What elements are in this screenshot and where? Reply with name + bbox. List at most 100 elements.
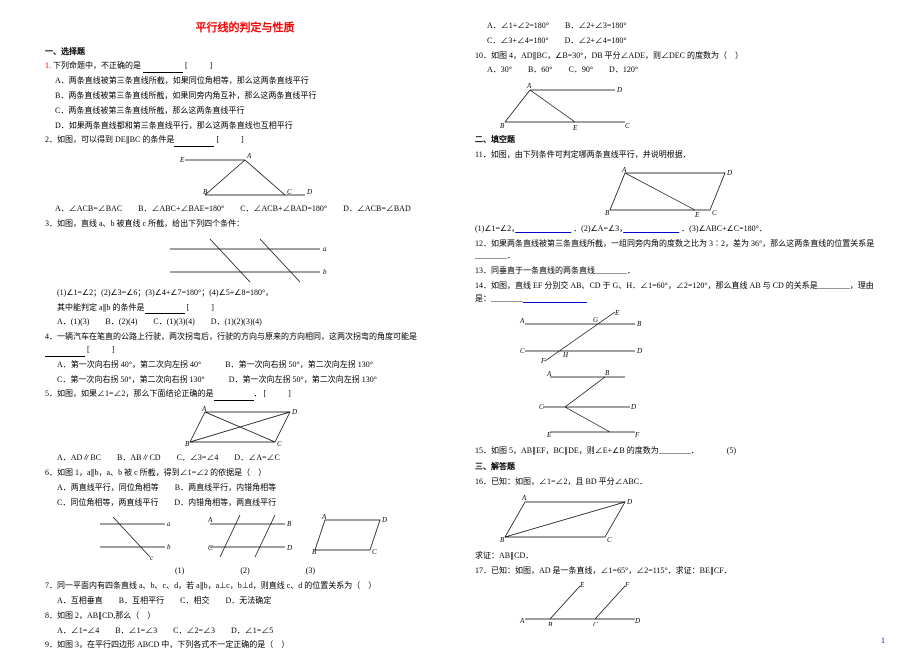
svg-text:F: F — [540, 357, 546, 364]
q15: 15．如图 5，AB∥EF，BC∥DE，则∠E+∠B 的度数为________．… — [475, 445, 875, 458]
svg-text:B: B — [287, 520, 292, 528]
q15-figure: AB CD EF — [535, 367, 645, 442]
q10-figure: AD BEC — [495, 80, 635, 130]
svg-text:E: E — [546, 431, 552, 439]
q5: 5．如图，如果∠1=∠2，那么下面结论正确的是． [ ] — [45, 388, 445, 401]
svg-text:C: C — [625, 122, 630, 130]
svg-text:A: A — [519, 317, 525, 325]
svg-text:F: F — [624, 581, 630, 589]
q17-figure: ABCD EF — [515, 581, 645, 626]
section-1-head: 一、选择题 — [45, 46, 445, 59]
q1-d: D．如果两条直线都和第三条直线平行，那么这两条直线也互相平行 — [55, 120, 445, 133]
q2-figure: EA BCD — [175, 150, 315, 200]
svg-text:B: B — [185, 440, 190, 448]
q4-row1: A．第一次向右拐 40°，第二次向左拐 40° B．第一次向右拐 50°，第二次… — [57, 359, 445, 372]
q4-row2: C．第一次向右拐 50°，第二次向右拐 130° D．第一次向左拐 50°，第二… — [57, 374, 445, 387]
q9: 9．如图 3，在平行四边形 ABCD 中，下列各式不一定正确的是（ ） — [45, 639, 445, 652]
q1-a: A．两条直线被第三条直线所截，如果同位角相等，那么这两条直线平行 — [55, 75, 445, 88]
q16-figure: A D B C — [495, 492, 645, 547]
q8: 8．如图 2，AB∥CD,那么（ ） — [45, 610, 445, 623]
svg-text:D: D — [616, 86, 622, 94]
svg-text:B: B — [500, 536, 505, 544]
left-column: 平行线的判定与性质 一、选择题 1. 下列命题中，不正确的是 [ ] A．两条直… — [30, 20, 460, 636]
svg-text:C: C — [712, 209, 717, 217]
svg-text:C: C — [539, 403, 544, 411]
svg-text:D: D — [636, 347, 642, 355]
q3-figure: ab — [160, 234, 330, 284]
q11: 11．如图，由下列条件可判定哪两条直线平行，并说明根据． — [475, 149, 875, 162]
svg-text:B: B — [312, 548, 317, 556]
q3-ask: 其中能判定 a∥b 的条件是 [ ] — [57, 302, 445, 315]
svg-text:E: E — [614, 309, 620, 317]
q14: 14．如图，直线 EF 分别交 AB、CD 于 G、H．∠1=60°，∠2=12… — [475, 280, 875, 306]
svg-text:C: C — [287, 188, 292, 196]
svg-text:C: C — [593, 621, 598, 626]
q3-conds: (1)∠1=∠2；(2)∠3=∠6；(3)∠4+∠7=180°；(4)∠5+∠8… — [57, 287, 445, 300]
q11-parts: (1)∠1=∠2， ．(2)∠A=∠3， ．(3)∠ABC+∠C=180°． — [475, 223, 875, 236]
svg-text:E: E — [572, 124, 578, 130]
q16-ask: 求证：AB∥CD． — [475, 550, 875, 563]
svg-text:b: b — [323, 268, 327, 276]
svg-text:C: C — [208, 544, 213, 552]
q2-opts: A．∠ACB=∠BAC B．∠ABC+∠BAE=180° C．∠ACB+∠BAD… — [55, 203, 445, 216]
svg-text:H: H — [562, 351, 569, 359]
svg-text:D: D — [286, 544, 292, 552]
q16: 16．已知：如图，∠1=∠2，且 BD 平分∠ABC． — [475, 476, 875, 489]
svg-text:D: D — [291, 408, 297, 416]
svg-text:b: b — [167, 543, 171, 551]
q10: 10．如图 4，AD∥BC，∠B=30°，DB 平分∠ADE，则∠DEC 的度数… — [475, 50, 875, 63]
svg-text:A: A — [321, 513, 327, 521]
section-2-head: 二、填空题 — [475, 134, 875, 147]
q9-row1: A．∠1+∠2=180° B．∠2+∠3=180° — [487, 20, 875, 33]
svg-text:F: F — [634, 431, 640, 439]
q9-row2: C．∠3+∠4=180° D．∠2+∠4=180° — [487, 35, 875, 48]
svg-text:B: B — [637, 320, 642, 328]
q10-opts: A．30° B．60° C．90° D．120° — [487, 64, 875, 77]
svg-text:E: E — [579, 581, 585, 589]
q5-figure: A D B C — [180, 404, 310, 449]
svg-text:A: A — [521, 494, 527, 502]
q7: 7．同一平面内有四条直线 a、b、c、d，若 a∥b，a⊥c，b⊥d，则直线 c… — [45, 580, 445, 593]
svg-text:D: D — [726, 169, 732, 177]
svg-text:D: D — [381, 516, 387, 524]
svg-text:C: C — [607, 536, 612, 544]
q2: 2．如图，可以得到 DE∥BC 的条件是 [ ] — [45, 134, 445, 147]
svg-text:A: A — [201, 405, 207, 413]
svg-text:a: a — [167, 520, 171, 528]
svg-text:A: A — [546, 370, 552, 378]
svg-text:C: C — [520, 347, 525, 355]
svg-text:A: A — [207, 516, 213, 524]
section-3-head: 三、解答题 — [475, 461, 875, 474]
svg-text:D: D — [626, 498, 632, 506]
q6-figures: a b c A B C D A D B C — [95, 512, 395, 562]
q1: 1. 下列命题中，不正确的是 [ ] — [45, 60, 445, 73]
doc-title: 平行线的判定与性质 — [45, 20, 445, 38]
svg-text:A: A — [526, 82, 532, 90]
right-column: A．∠1+∠2=180° B．∠2+∠3=180° C．∠3+∠4=180° D… — [460, 20, 890, 636]
q6: 6．如图 1，a∥b，a、b 被 c 所截，得到∠1=∠2 的依据是（ ） — [45, 467, 445, 480]
svg-text:E: E — [694, 211, 700, 219]
q1-c: C．两条直线被第三条直线所截，那么这两条直线平行 — [55, 105, 445, 118]
svg-text:A: A — [246, 152, 252, 160]
q3-opts: A．(1)(3) B．(2)(4) C．(1)(3)(4) D．(1)(2)(3… — [57, 316, 445, 329]
q11-figure: A D B C E — [595, 165, 755, 220]
svg-text:D: D — [634, 617, 640, 625]
q8-opts: A．∠1=∠4 B．∠1=∠3 C．∠2=∠3 D．∠1=∠5 — [57, 625, 445, 638]
q17: 17．已知：如图，AD 是一条直线，∠1=65°，∠2=115°．求证：BE∥C… — [475, 565, 875, 578]
svg-text:B: B — [548, 621, 553, 626]
q1-b: B．两条直线被第三条直线所截，如果同旁内角互补，那么这两条直线平行 — [55, 90, 445, 103]
svg-text:c: c — [150, 554, 154, 562]
q3: 3．如图，直线 a、b 被直线 c 所截，给出下列四个条件： — [45, 218, 445, 231]
page-number: 1 — [881, 636, 885, 645]
q6-row1: A．两直线平行，同位角相等 B．两直线平行，内错角相等 — [57, 482, 445, 495]
svg-text:D: D — [306, 188, 312, 196]
svg-text:C: C — [372, 548, 377, 556]
svg-text:B: B — [203, 188, 208, 196]
svg-text:C: C — [277, 440, 282, 448]
svg-text:a: a — [323, 245, 327, 253]
svg-text:G: G — [593, 316, 598, 324]
svg-text:D: D — [630, 403, 636, 411]
svg-text:A: A — [621, 166, 627, 174]
q6-caps: (1) (2) (3) — [45, 565, 445, 578]
svg-text:B: B — [605, 209, 610, 217]
